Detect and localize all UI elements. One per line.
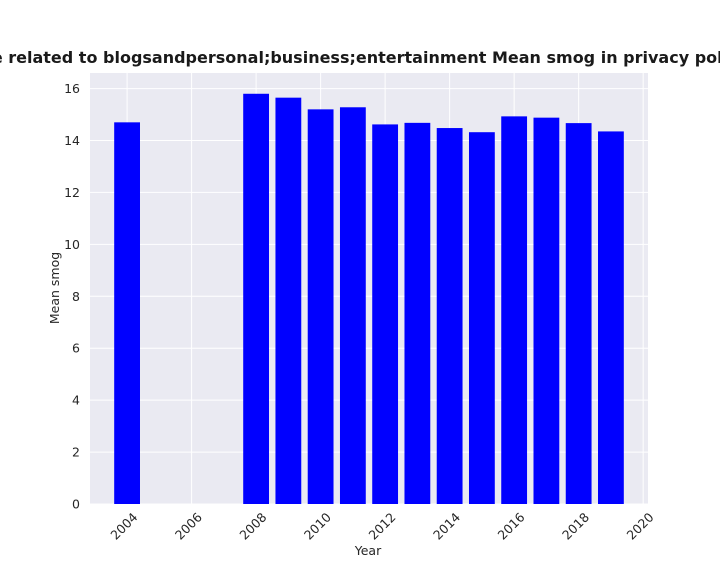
bar-2012 [372,124,399,504]
x-tick-label: 2010 [301,509,334,542]
x-tick-label: 2008 [236,509,269,542]
y-tick-label: 14 [64,133,80,148]
y-tick-label: 10 [64,237,80,252]
y-tick-label: 2 [72,445,80,460]
bar-2013 [404,122,431,505]
y-tick-label: 6 [72,341,80,356]
bar-2019 [598,131,624,504]
y-tick-label: 16 [64,81,80,96]
bar-2004 [114,122,140,504]
x-tick-label: 2018 [559,509,592,542]
bar-2017 [533,117,560,504]
x-axis-label: Year [354,543,382,558]
y-tick-label: 0 [72,497,80,512]
bar-2009 [275,97,302,505]
x-tick-label: 2012 [365,510,398,543]
bar-2015 [468,132,495,505]
bars [114,93,624,505]
x-tick-label: 2016 [494,509,527,542]
bar-2008 [243,93,270,504]
y-tick-label: 8 [72,289,80,304]
bar-2011 [339,107,366,505]
y-axis-label: Mean smog [47,252,62,324]
x-tick-label: 2020 [623,509,656,542]
x-axis-ticks: 2004 2006 2008 2010 2012 2014 2016 2018 2020 [107,509,656,542]
x-tick-label: 2004 [107,509,140,542]
y-tick-label: 12 [64,185,80,200]
chart-title: ategories are related to blogsandpersona… [0,48,720,67]
x-tick-label: 2006 [172,509,205,542]
plot-area [90,73,648,504]
bar-2014 [436,128,463,504]
bar-2016 [501,116,528,504]
y-axis-ticks: 0 2 4 6 8 10 12 14 16 [64,81,80,511]
x-tick-label: 2014 [430,509,463,542]
y-tick-label: 4 [72,393,80,408]
bar-2018 [565,123,592,505]
bar-2010 [307,109,334,504]
